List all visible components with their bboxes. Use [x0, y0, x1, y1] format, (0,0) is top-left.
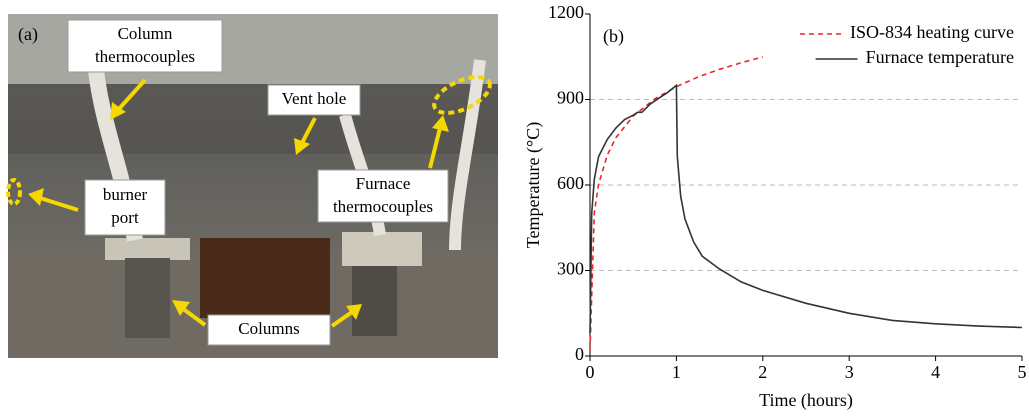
column-cap — [342, 232, 422, 266]
annotation: Furnace — [356, 174, 411, 193]
data-line — [590, 85, 1022, 333]
annotation: Column — [118, 24, 173, 43]
annotation: burner — [103, 185, 148, 204]
y-tick-label: 1200 — [548, 2, 584, 22]
legend-label: ISO-834 heating curve — [850, 22, 1014, 42]
y-axis-label: Temperature (°C) — [523, 122, 544, 248]
x-tick-label: 1 — [672, 362, 681, 382]
x-tick-label: 5 — [1018, 362, 1027, 382]
y-tick-label: 0 — [575, 344, 584, 364]
panel-label: (a) — [18, 24, 38, 45]
annotation: port — [111, 208, 139, 227]
annotation: thermocouples — [95, 47, 195, 66]
annotation: thermocouples — [333, 197, 433, 216]
column — [352, 266, 397, 336]
x-tick-label: 0 — [586, 362, 595, 382]
x-tick-label: 2 — [758, 362, 767, 382]
column-cap — [105, 238, 190, 260]
chart-panel: (b) Time (hours) Temperature (°C) 0 300 60… — [523, 2, 1026, 411]
panel-label: (b) — [603, 26, 624, 47]
y-tick-label: 900 — [557, 88, 584, 108]
y-tick-label: 300 — [557, 259, 584, 279]
brick-wall — [8, 84, 498, 154]
photo-panel: (a) Column thermocouples Vent hole burne… — [8, 14, 498, 358]
x-tick-label: 3 — [845, 362, 854, 382]
x-axis-label: Time (hours) — [759, 390, 853, 411]
figure: (a) Column thermocouples Vent hole burne… — [0, 0, 1029, 416]
y-tick-label: 600 — [557, 173, 584, 193]
legend-label: Furnace temperature — [866, 47, 1014, 67]
annotation: Vent hole — [282, 89, 347, 108]
column — [125, 258, 170, 338]
x-tick-label: 4 — [931, 362, 940, 382]
steel-plate — [200, 238, 330, 318]
annotation: Columns — [238, 319, 299, 338]
